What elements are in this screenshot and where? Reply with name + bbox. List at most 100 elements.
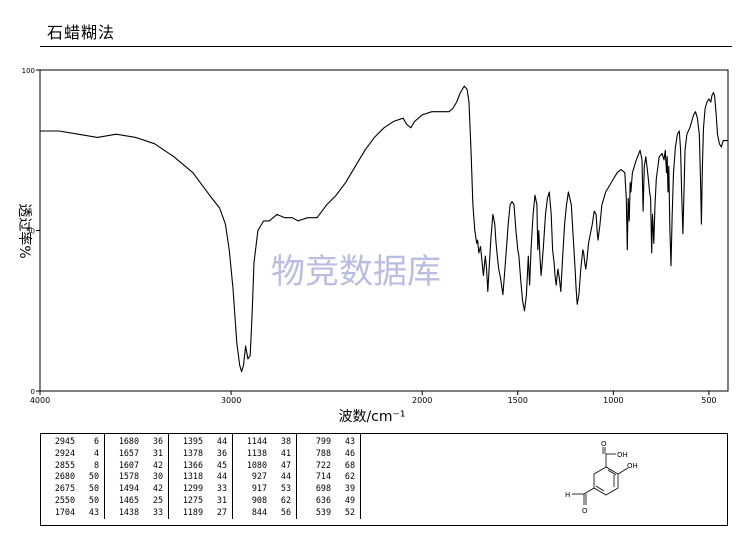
peak-wavenumber: 788 <box>315 447 331 458</box>
peak-wavenumber: 698 <box>315 483 331 494</box>
peak-row: 2550 50 <box>45 495 99 507</box>
peak-transmittance: 44 <box>216 471 227 482</box>
peak-wavenumber: 1607 <box>118 459 139 470</box>
peak-wavenumber: 1465 <box>118 494 139 505</box>
axis-ticks: 4000 3000 2000 1500 1000 500 0 50 100 <box>22 67 717 405</box>
peak-wavenumber: 917 <box>251 483 267 494</box>
atom-label: OH <box>617 451 628 459</box>
peak-row: 2680 50 <box>45 471 99 483</box>
peak-transmittance: 39 <box>344 483 355 494</box>
peak-transmittance: 50 <box>88 494 99 505</box>
peak-transmittance: 50 <box>88 471 99 482</box>
peak-row: 1657 31 <box>109 448 163 460</box>
peak-transmittance: 42 <box>152 483 163 494</box>
peak-transmittance: 44 <box>216 436 227 446</box>
peak-row: 2924 4 <box>45 448 99 460</box>
peak-row: 1189 27 <box>173 507 227 519</box>
peak-wavenumber: 722 <box>315 459 331 470</box>
x-tick-label: 1000 <box>603 396 623 405</box>
peak-transmittance: 49 <box>344 494 355 505</box>
peak-transmittance: 45 <box>216 459 227 470</box>
peak-row: 788 46 <box>301 448 355 460</box>
x-tick-label: 2000 <box>412 396 432 405</box>
peak-transmittance: 62 <box>344 471 355 482</box>
peak-transmittance: 43 <box>88 506 99 517</box>
peak-row: 1578 30 <box>109 471 163 483</box>
peak-row: 1395 44 <box>173 436 227 448</box>
peak-wavenumber: 1318 <box>182 471 203 482</box>
peak-transmittance: 27 <box>216 506 227 517</box>
peak-transmittance: 50 <box>88 483 99 494</box>
peak-transmittance: 25 <box>152 494 163 505</box>
molecule-structure: O OH OH H O <box>565 440 638 515</box>
peak-wavenumber: 1144 <box>246 436 267 446</box>
x-tick-label: 1500 <box>508 396 528 405</box>
peak-table-panel: 2945 6 2924 4 2855 8 2680 50 2675 50 2550 50 1704 43 1… <box>40 433 728 526</box>
peak-wavenumber: 1366 <box>182 459 203 470</box>
peak-wavenumber: 2924 <box>54 447 75 458</box>
peak-wavenumber: 844 <box>251 506 267 517</box>
peak-wavenumber: 2675 <box>54 483 75 494</box>
peak-wavenumber: 2680 <box>54 471 75 482</box>
peak-transmittance: 43 <box>344 436 355 446</box>
x-tick-label: 3000 <box>221 396 241 405</box>
spectrum-line <box>40 85 728 373</box>
peak-transmittance: 68 <box>344 459 355 470</box>
y-axis-label: 透过率% <box>16 203 33 258</box>
peak-table: 2945 6 2924 4 2855 8 2680 50 2675 50 2550 50 1704 43 1… <box>41 434 361 519</box>
peak-wavenumber: 1189 <box>182 506 203 517</box>
peak-wavenumber: 1395 <box>182 436 203 446</box>
watermark: 物竞数据库 <box>271 252 441 292</box>
peak-transmittance: 41 <box>280 447 291 458</box>
peak-row: 2675 50 <box>45 483 99 495</box>
peak-transmittance: 33 <box>152 506 163 517</box>
peak-wavenumber: 1704 <box>54 506 75 517</box>
peak-transmittance: 8 <box>93 459 99 470</box>
peak-transmittance: 33 <box>216 483 227 494</box>
peak-wavenumber: 1378 <box>182 447 203 458</box>
peak-wavenumber: 2945 <box>54 436 75 446</box>
peak-row: 2945 6 <box>45 436 99 448</box>
peak-wavenumber: 908 <box>251 494 267 505</box>
page-title: 石蜡糊法 <box>47 23 116 42</box>
peak-transmittance: 44 <box>280 471 291 482</box>
peak-row: 1704 43 <box>45 507 99 519</box>
peak-wavenumber: 1438 <box>118 506 139 517</box>
peak-row: 1378 36 <box>173 448 227 460</box>
peak-transmittance: 6 <box>93 436 99 446</box>
x-tick-label: 4000 <box>30 396 50 405</box>
peak-row: 1275 31 <box>173 495 227 507</box>
peak-row: 844 56 <box>237 507 291 519</box>
peak-wavenumber: 799 <box>315 436 331 446</box>
peak-transmittance: 53 <box>280 483 291 494</box>
peak-transmittance: 42 <box>152 459 163 470</box>
peak-wavenumber: 1138 <box>246 447 267 458</box>
peak-transmittance: 46 <box>344 447 355 458</box>
peak-row: 2855 8 <box>45 460 99 472</box>
peak-wavenumber: 1578 <box>118 471 139 482</box>
peak-row: 1318 44 <box>173 471 227 483</box>
peak-transmittance: 47 <box>280 459 291 470</box>
ir-spectrum-chart: 物竞数据库 4000 3000 2000 1500 1000 500 0 50 100 波数/c… <box>16 67 729 425</box>
y-tick-label: 0 <box>31 388 35 396</box>
peak-row: 1299 33 <box>173 483 227 495</box>
peak-row: 908 62 <box>237 495 291 507</box>
peak-wavenumber: 714 <box>315 471 331 482</box>
peak-transmittance: 30 <box>152 471 163 482</box>
atom-label: H <box>565 491 570 499</box>
peak-row: 1494 42 <box>109 483 163 495</box>
peak-row: 1607 42 <box>109 460 163 472</box>
peak-wavenumber: 2550 <box>54 494 75 505</box>
y-tick-label: 50 <box>26 228 35 236</box>
peak-transmittance: 52 <box>344 506 355 517</box>
spectrum-trace <box>40 85 728 373</box>
title-divider <box>40 46 732 47</box>
peak-row: 714 62 <box>301 471 355 483</box>
peak-transmittance: 4 <box>93 447 99 458</box>
peak-column: 1395 44 1378 36 1366 45 1318 44 1299 33 1275 31 1189… <box>168 434 233 519</box>
peak-row: 1465 25 <box>109 495 163 507</box>
peak-row: 1438 33 <box>109 507 163 519</box>
atom-label: OH <box>627 462 638 470</box>
peak-column: 799 43 788 46 722 68 714 62 698 39 636 49 539 52 <box>296 434 361 519</box>
peak-row: 1080 47 <box>237 460 291 472</box>
